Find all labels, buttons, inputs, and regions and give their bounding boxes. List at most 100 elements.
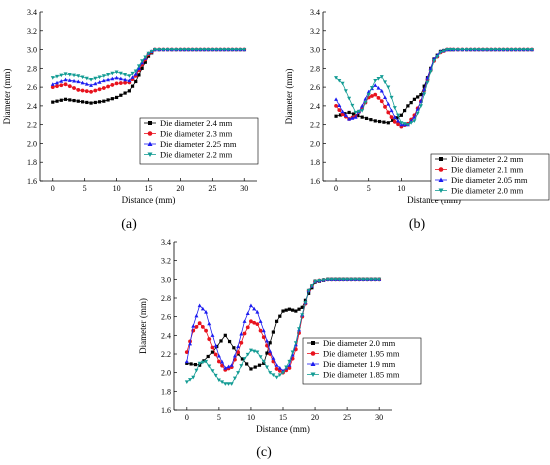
triangle-up-marker xyxy=(255,310,260,314)
triangle-down-marker xyxy=(425,80,430,85)
circle-marker xyxy=(118,81,123,85)
square-marker xyxy=(265,351,269,355)
circle-marker xyxy=(55,84,59,89)
triangle-down-marker xyxy=(184,380,189,384)
triangle-down-marker xyxy=(448,47,453,52)
square-marker xyxy=(219,339,223,343)
circle-marker xyxy=(249,319,253,324)
triangle-down-marker xyxy=(206,47,211,52)
x-tick-label: 25 xyxy=(343,413,351,422)
triangle-down-marker xyxy=(432,59,436,63)
triangle-down-marker xyxy=(489,47,494,52)
circle-marker xyxy=(261,335,266,340)
triangle-down-marker xyxy=(415,111,420,116)
triangle-up-marker xyxy=(130,75,135,79)
triangle-down-marker xyxy=(505,47,510,52)
square-marker xyxy=(409,101,413,105)
triangle-down-marker xyxy=(441,49,446,53)
triangle-down-marker xyxy=(329,277,334,282)
triangle-down-marker xyxy=(306,288,311,293)
circle-marker xyxy=(370,94,374,98)
y-tick-label: 3.4 xyxy=(310,8,320,17)
triangle-down-marker xyxy=(165,47,170,52)
triangle-down-marker xyxy=(460,47,465,52)
circle-marker xyxy=(310,351,316,356)
triangle-down-marker xyxy=(472,47,477,52)
triangle-up-marker xyxy=(392,115,397,119)
chart-panel-1: 1.6 1.8 2.0 2.2 2.4 2.6 2.8 3.0 3.2 3.4 0 5 10 15 20 25… xyxy=(2,8,259,232)
triangle-down-marker xyxy=(349,277,354,282)
triangle-down-marker xyxy=(455,47,460,52)
square-marker xyxy=(377,119,382,124)
circle-marker xyxy=(213,352,218,357)
y-tick-label: 2.4 xyxy=(310,102,320,111)
triangle-down-marker xyxy=(226,47,231,52)
x-tick-label: 15 xyxy=(145,184,153,193)
triangle-up-marker xyxy=(223,366,228,370)
triangle-down-marker xyxy=(317,278,322,283)
y-tick-label: 1.8 xyxy=(27,158,37,167)
y-tick-label: 3.4 xyxy=(27,8,37,17)
triangle-down-marker xyxy=(347,96,352,101)
triangle-down-marker xyxy=(310,372,316,377)
triangle-down-marker xyxy=(147,152,153,157)
triangle-down-marker xyxy=(191,375,196,380)
x-tick-label: 20 xyxy=(311,413,319,422)
triangle-down-marker xyxy=(97,75,102,80)
square-marker xyxy=(382,120,386,124)
triangle-up-marker xyxy=(264,338,269,343)
circle-marker xyxy=(438,167,444,172)
x-tick-label: 25 xyxy=(208,184,216,193)
square-marker xyxy=(210,350,215,354)
triangle-down-marker xyxy=(80,75,85,80)
triangle-up-marker xyxy=(207,321,212,326)
square-marker xyxy=(300,305,304,309)
triangle-down-marker xyxy=(497,47,502,52)
y-tick-label: 2.6 xyxy=(27,83,37,92)
triangle-down-marker xyxy=(207,364,212,369)
triangle-down-marker xyxy=(392,106,397,110)
circle-marker xyxy=(123,80,127,85)
triangle-down-marker xyxy=(517,47,522,52)
triangle-down-marker xyxy=(50,76,55,80)
triangle-down-marker xyxy=(93,76,98,81)
triangle-up-marker xyxy=(118,76,123,81)
square-marker xyxy=(68,98,72,102)
triangle-up-marker xyxy=(242,319,247,323)
square-marker xyxy=(386,121,390,125)
square-marker xyxy=(291,308,295,312)
square-marker xyxy=(245,362,249,366)
triangle-up-marker xyxy=(252,306,257,311)
triangle-down-marker xyxy=(325,277,330,282)
circle-marker xyxy=(220,363,224,368)
x-tick-label: 10 xyxy=(397,184,405,193)
triangle-down-marker xyxy=(464,47,469,52)
triangle-down-marker xyxy=(376,77,381,81)
triangle-up-marker xyxy=(258,319,263,323)
circle-marker xyxy=(184,350,189,355)
triangle-up-marker xyxy=(389,108,394,113)
triangle-down-marker xyxy=(248,348,253,353)
circle-marker xyxy=(255,322,260,327)
x-axis-title: Distance (mm) xyxy=(256,424,310,434)
triangle-up-marker xyxy=(343,113,348,117)
triangle-up-marker xyxy=(184,359,189,364)
triangle-up-marker xyxy=(334,97,339,101)
triangle-down-marker xyxy=(365,277,370,282)
square-marker xyxy=(303,298,308,302)
y-tick-label: 2.4 xyxy=(27,102,37,111)
circle-marker xyxy=(376,96,381,100)
triangle-down-marker xyxy=(59,73,64,78)
square-marker xyxy=(395,116,399,120)
triangle-down-marker xyxy=(480,47,485,52)
triangle-down-marker xyxy=(468,47,473,52)
square-marker xyxy=(422,84,426,88)
triangle-up-marker xyxy=(415,107,420,111)
square-marker xyxy=(110,97,114,101)
triangle-up-marker xyxy=(229,363,234,367)
x-tick-label: 10 xyxy=(247,413,255,422)
triangle-down-marker xyxy=(226,382,231,386)
triangle-down-marker xyxy=(213,373,218,378)
triangle-down-marker xyxy=(143,55,148,60)
triangle-down-marker xyxy=(357,277,362,282)
